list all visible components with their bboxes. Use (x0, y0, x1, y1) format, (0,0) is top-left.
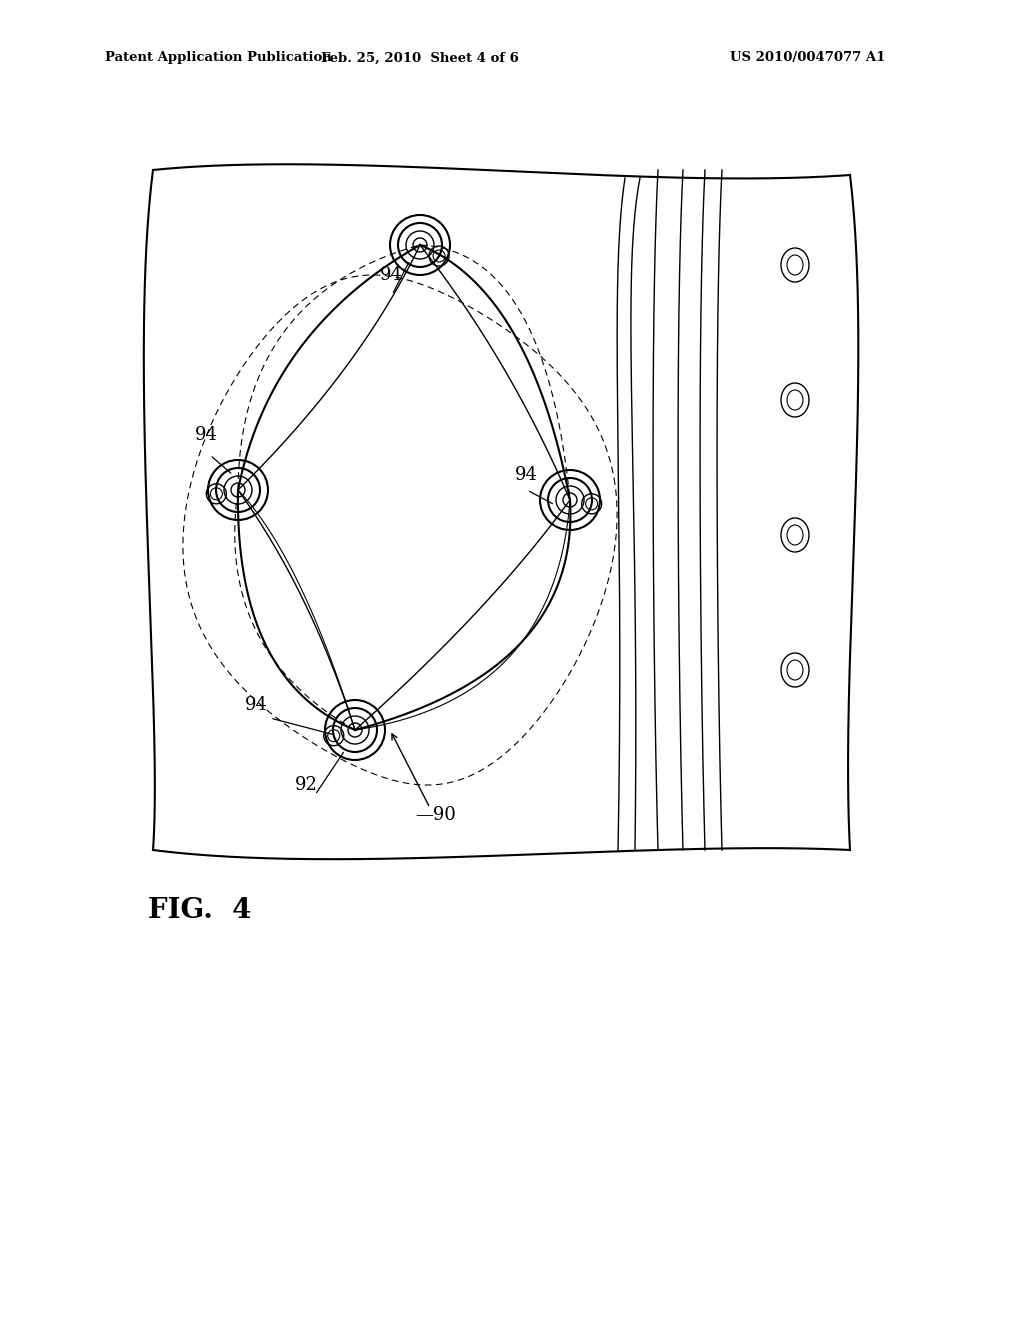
Text: Feb. 25, 2010  Sheet 4 of 6: Feb. 25, 2010 Sheet 4 of 6 (322, 51, 519, 65)
Text: FIG.  4: FIG. 4 (148, 896, 251, 924)
Text: Patent Application Publication: Patent Application Publication (105, 51, 332, 65)
Text: 94: 94 (380, 267, 402, 284)
Text: 94: 94 (245, 696, 268, 714)
Text: 94: 94 (515, 466, 538, 484)
Text: 94: 94 (195, 426, 218, 444)
Text: 92: 92 (295, 776, 317, 795)
Text: US 2010/0047077 A1: US 2010/0047077 A1 (730, 51, 886, 65)
Text: —90: —90 (415, 807, 456, 824)
